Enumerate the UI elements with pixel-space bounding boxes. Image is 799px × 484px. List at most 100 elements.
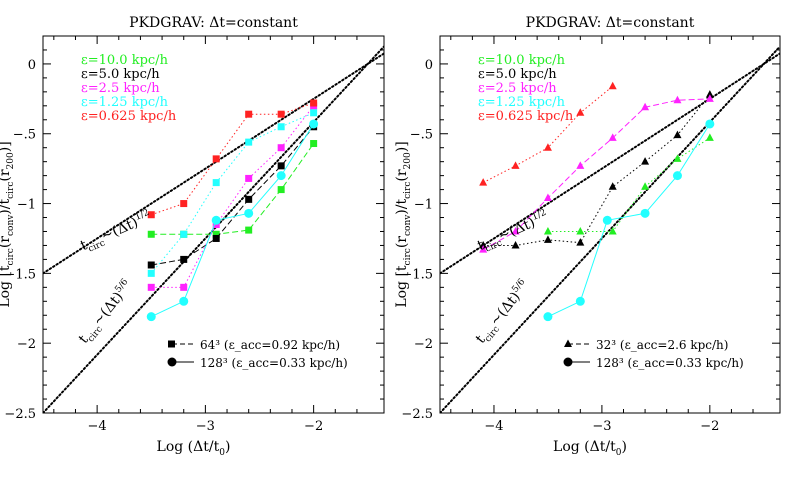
series-line xyxy=(547,123,711,318)
panel-1: PKDGRAV: Δt=constant −4 −3 −2 0 −.5 −1 −1.5 −2 −2… xyxy=(0,15,385,458)
data-point-triangle xyxy=(511,226,520,235)
marker-legend-circle xyxy=(167,357,177,367)
legend-entry: ε=0.625 kpc/h xyxy=(81,109,177,124)
reference-line-1 xyxy=(440,52,780,275)
data-point-square xyxy=(147,269,155,277)
y-tick-label: −2.5 xyxy=(401,407,433,422)
y-axis-label: Log [tcirc(rconv)/tcirc(r200)] xyxy=(394,141,413,307)
y-tick-label: −.5 xyxy=(13,128,36,143)
data-point-triangle xyxy=(641,102,650,111)
y-tick-label: −.5 xyxy=(410,128,433,143)
data-point-square xyxy=(147,230,155,238)
legend-entry: ε=5.0 kpc/h xyxy=(478,67,557,82)
marker-legend-circle xyxy=(563,357,573,367)
data-point-square xyxy=(310,99,318,107)
data-point-circle xyxy=(705,119,715,129)
series-line xyxy=(151,143,315,235)
legend-entry: ε=5.0 kpc/h xyxy=(81,67,160,82)
x-tick-label: −3 xyxy=(196,419,215,434)
y-tick-label: −2.5 xyxy=(4,407,36,422)
data-point-triangle xyxy=(543,226,552,235)
data-point-triangle xyxy=(479,245,488,253)
series-line xyxy=(151,123,315,318)
y-tick-label: −1.5 xyxy=(4,267,36,282)
x-tick-label: −4 xyxy=(88,419,107,434)
data-point-square xyxy=(277,162,285,170)
marker-legend-label: 32³ (ε_acc=2.6 kpc/h) xyxy=(596,338,728,352)
data-point-square xyxy=(147,261,155,269)
data-point-square xyxy=(212,155,220,163)
svg-text:Log [tcirc(rconv)/tcirc(r200)]: Log [tcirc(rconv)/tcirc(r200)] xyxy=(394,141,413,307)
data-point-square xyxy=(245,174,253,182)
data-point-square xyxy=(212,179,220,187)
y-tick-label: −1.5 xyxy=(401,267,433,282)
data-point-circle xyxy=(309,119,319,129)
annotation-slope-half: tcirc~(Δt)1/2 xyxy=(475,208,552,257)
legend-entry: ε=10.0 kpc/h xyxy=(478,53,566,68)
data-point-circle xyxy=(146,312,156,322)
data-point-square xyxy=(245,226,253,234)
data-point-circle xyxy=(179,296,189,306)
panel-2: PKDGRAV: Δt=constant −4 −3 −2 0 −.5 −1 −1.5 −2 −2… xyxy=(394,15,781,458)
data-point-square xyxy=(212,230,220,238)
data-point-square xyxy=(245,110,253,118)
annotation-slope-five-sixths: tcirc~(Δt)5/6 xyxy=(75,277,138,349)
plot-frame xyxy=(42,35,385,414)
data-point-triangle xyxy=(608,182,617,190)
data-point-square xyxy=(180,230,188,238)
data-point-circle xyxy=(244,208,254,218)
data-point-circle xyxy=(543,312,553,322)
series-line xyxy=(151,105,315,288)
data-point-triangle xyxy=(511,161,520,169)
svg-text:Log [tcirc(rconv)/tcirc(r200)]: Log [tcirc(rconv)/tcirc(r200)] xyxy=(0,141,16,307)
data-point-square xyxy=(277,144,285,152)
x-axis-label: Log (Δt/t0) xyxy=(157,439,231,458)
x-tick-label: −4 xyxy=(484,419,503,434)
data-point-square xyxy=(277,123,285,131)
series-line xyxy=(547,137,711,232)
data-point-triangle xyxy=(576,226,585,235)
data-point-circle xyxy=(211,215,221,225)
legend-entry: ε=10.0 kpc/h xyxy=(81,53,169,68)
data-point-square xyxy=(180,283,188,291)
data-point-triangle xyxy=(641,182,650,190)
data-point-square xyxy=(147,283,155,291)
data-point-triangle xyxy=(608,133,617,141)
data-point-square xyxy=(212,234,220,242)
reference-line-1 xyxy=(43,52,384,275)
series-line xyxy=(151,126,315,266)
data-point-triangle xyxy=(705,94,714,102)
data-point-triangle xyxy=(673,95,682,104)
data-point-square xyxy=(245,195,253,203)
data-point-triangle xyxy=(479,178,488,186)
data-point-triangle xyxy=(543,235,552,243)
data-point-triangle xyxy=(576,238,585,246)
legend-entry: ε=2.5 kpc/h xyxy=(478,81,557,96)
data-point-triangle xyxy=(543,193,552,201)
data-point-circle xyxy=(276,171,286,181)
y-tick-label: −1 xyxy=(414,198,433,213)
legend-entry: ε=2.5 kpc/h xyxy=(81,81,160,96)
marker-legend-triangle xyxy=(564,339,572,347)
y-tick-label: −2 xyxy=(414,337,433,352)
x-tick-label: −2 xyxy=(304,419,323,434)
y-tick-label: −2 xyxy=(17,337,36,352)
data-point-triangle xyxy=(576,108,585,116)
legend-entry: ε=0.625 kpc/h xyxy=(478,109,574,124)
series-line xyxy=(482,85,614,184)
chart-title: PKDGRAV: Δt=constant xyxy=(526,15,695,31)
data-point-square xyxy=(310,140,318,148)
data-point-triangle xyxy=(576,161,585,169)
y-tick-label: 0 xyxy=(28,58,36,73)
data-point-square xyxy=(277,110,285,118)
marker-legend-label: 64³ (ε_acc=0.92 kpc/h) xyxy=(200,338,340,352)
data-point-triangle xyxy=(479,240,488,249)
y-axis-label: Log [tcirc(rconv)/tcirc(r200)] xyxy=(0,141,16,307)
data-point-circle xyxy=(672,171,682,181)
data-point-square xyxy=(310,109,318,117)
data-point-circle xyxy=(640,208,650,218)
data-point-square xyxy=(277,186,285,194)
y-tick-label: 0 xyxy=(425,58,433,73)
data-point-circle xyxy=(602,215,612,225)
marker-legend-label: 128³ (ε_acc=0.33 kpc/h) xyxy=(200,356,348,370)
